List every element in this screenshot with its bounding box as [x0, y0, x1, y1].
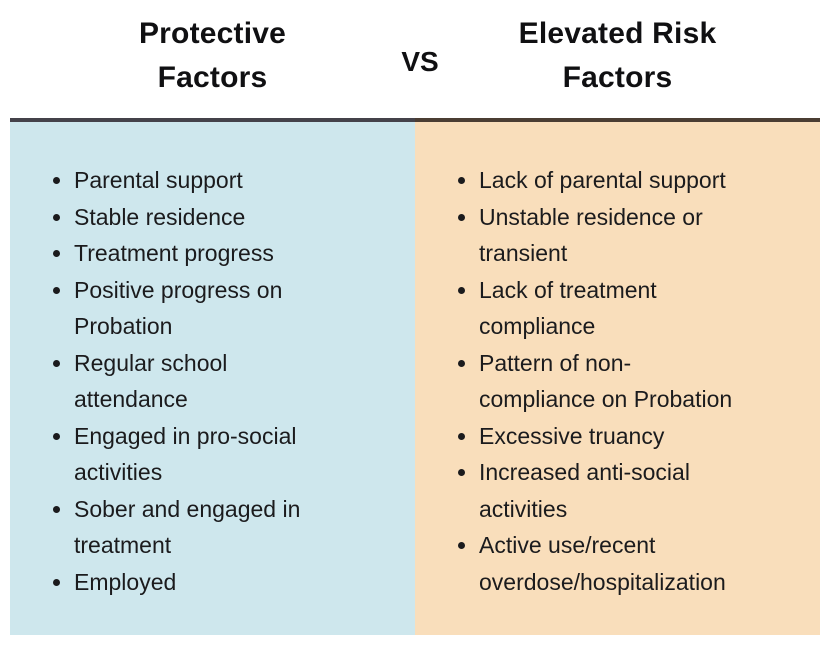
list-item: Unstable residence or transient [479, 199, 808, 272]
list-item: Regular school attendance [74, 345, 403, 418]
list-item: Pattern of non- compliance on Probation [479, 345, 808, 418]
list-item: Parental support [74, 162, 403, 199]
protective-factors-panel: Parental supportStable residenceTreatmen… [10, 122, 415, 635]
list-item: Stable residence [74, 199, 403, 236]
elevated-risk-factors-panel: Lack of parental supportUnstable residen… [415, 122, 820, 635]
vs-label: VS [401, 46, 439, 77]
elevated-risk-factors-list: Lack of parental supportUnstable residen… [415, 122, 820, 600]
list-item: Engaged in pro-social activities [74, 418, 403, 491]
left-column-title-text: Protective Factors [138, 17, 287, 94]
list-item: Increased anti-social activities [479, 454, 808, 527]
list-item: Employed [74, 564, 403, 601]
list-item: Excessive truancy [479, 418, 808, 455]
divider-line-right [415, 118, 820, 122]
list-item: Sober and engaged in treatment [74, 491, 403, 564]
right-column-title: Elevated Risk Factors [415, 12, 820, 100]
protective-factors-list: Parental supportStable residenceTreatmen… [10, 122, 415, 600]
list-item: Lack of parental support [479, 162, 808, 199]
left-column-title: Protective Factors [10, 12, 415, 100]
right-column-title-text: Elevated Risk Factors [518, 17, 717, 94]
list-item: Active use/recent overdose/hospitalizati… [479, 527, 808, 600]
list-item: Positive progress on Probation [74, 272, 403, 345]
divider-line-left [10, 118, 415, 122]
list-item: Treatment progress [74, 235, 403, 272]
list-item: Lack of treatment compliance [479, 272, 808, 345]
